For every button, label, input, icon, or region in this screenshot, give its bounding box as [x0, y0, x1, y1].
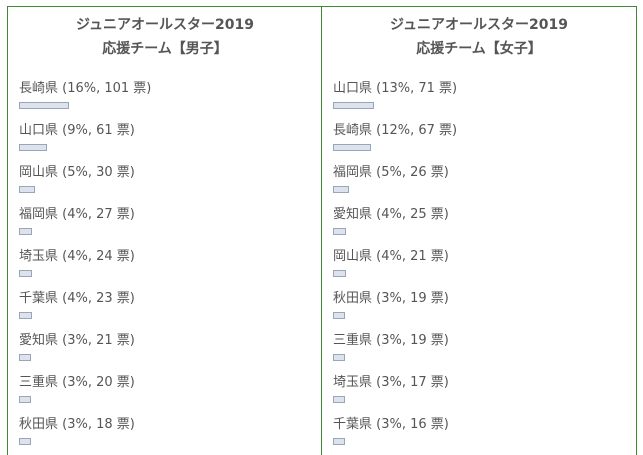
poll-result-item: 長崎県 (16%, 101 票): [19, 80, 151, 122]
poll-result-bar: [19, 270, 32, 277]
poll-result-label: 長崎県 (16%, 101 票): [19, 81, 152, 96]
poll-result-bar: [19, 102, 69, 109]
poll-result-bar: [333, 186, 349, 193]
poll-result-item: 山口県 (9%, 61 票): [19, 122, 151, 164]
poll-result-item: 福岡県 (5%, 26 票): [333, 164, 457, 206]
poll-result-label: 岡山県 (5%, 30 票): [19, 165, 135, 180]
poll-result-item: 愛知県 (4%, 25 票): [333, 206, 457, 248]
poll-result-item: 三重県 (3%, 20 票): [19, 374, 151, 416]
poll-title: ジュニアオールスター2019 応援チーム【女子】: [322, 13, 636, 61]
poll-result-bar: [19, 228, 32, 235]
poll-result-bar: [333, 144, 371, 151]
poll-title-line2: 応援チーム【男子】: [102, 41, 228, 57]
poll-result-label: 長崎県 (12%, 67 票): [333, 123, 458, 138]
poll-result-item: 三重県 (3%, 19 票): [333, 332, 457, 374]
poll-result-bar: [333, 102, 374, 109]
poll-results-list: 長崎県 (16%, 101 票) 山口県 (9%, 61 票) 岡山県 (5%,…: [19, 80, 151, 455]
poll-result-bar: [19, 438, 31, 445]
poll-result-label: 山口県 (9%, 61 票): [19, 123, 135, 138]
poll-result-label: 山口県 (13%, 71 票): [333, 81, 458, 96]
poll-result-label: 千葉県 (4%, 23 票): [19, 291, 135, 306]
poll-result-item: 秋田県 (3%, 18 票): [19, 416, 151, 455]
column-divider: [321, 6, 322, 455]
poll-result-label: 岡山県 (4%, 21 票): [333, 249, 449, 264]
poll-result-bar: [19, 354, 31, 361]
poll-result-bar: [333, 396, 345, 403]
poll-result-label: 埼玉県 (3%, 17 票): [333, 375, 449, 390]
poll-result-label: 千葉県 (3%, 16 票): [333, 417, 449, 432]
poll-result-item: 福岡県 (4%, 27 票): [19, 206, 151, 248]
poll-result-bar: [333, 312, 345, 319]
poll-result-item: 岡山県 (5%, 30 票): [19, 164, 151, 206]
poll-girls: ジュニアオールスター2019 応援チーム【女子】 山口県 (13%, 71 票)…: [322, 6, 636, 445]
poll-table-frame: [7, 6, 637, 455]
poll-result-label: 福岡県 (5%, 26 票): [333, 165, 449, 180]
poll-result-label: 三重県 (3%, 20 票): [19, 375, 135, 390]
poll-results-list: 山口県 (13%, 71 票) 長崎県 (12%, 67 票) 福岡県 (5%,…: [333, 80, 457, 455]
poll-result-bar: [19, 144, 47, 151]
poll-title-line2: 応援チーム【女子】: [416, 41, 542, 57]
poll-result-item: 千葉県 (3%, 16 票): [333, 416, 457, 455]
poll-result-item: 長崎県 (12%, 67 票): [333, 122, 457, 164]
poll-result-item: 埼玉県 (3%, 17 票): [333, 374, 457, 416]
poll-result-item: 秋田県 (3%, 19 票): [333, 290, 457, 332]
poll-result-bar: [333, 438, 345, 445]
poll-result-item: 岡山県 (4%, 21 票): [333, 248, 457, 290]
poll-result-bar: [333, 354, 345, 361]
poll-result-label: 秋田県 (3%, 18 票): [19, 417, 135, 432]
poll-result-bar: [333, 270, 346, 277]
poll-result-item: 山口県 (13%, 71 票): [333, 80, 457, 122]
poll-title-line1: ジュニアオールスター2019: [390, 17, 568, 33]
poll-result-label: 愛知県 (3%, 21 票): [19, 333, 135, 348]
poll-title-line1: ジュニアオールスター2019: [76, 17, 254, 33]
poll-boys: ジュニアオールスター2019 応援チーム【男子】 長崎県 (16%, 101 票…: [8, 6, 322, 445]
poll-title: ジュニアオールスター2019 応援チーム【男子】: [8, 13, 322, 61]
poll-result-bar: [19, 186, 35, 193]
poll-result-label: 愛知県 (4%, 25 票): [333, 207, 449, 222]
poll-result-bar: [19, 312, 32, 319]
poll-result-bar: [333, 228, 346, 235]
poll-result-item: 愛知県 (3%, 21 票): [19, 332, 151, 374]
poll-result-item: 埼玉県 (4%, 24 票): [19, 248, 151, 290]
poll-result-bar: [19, 396, 31, 403]
poll-result-item: 千葉県 (4%, 23 票): [19, 290, 151, 332]
poll-result-label: 埼玉県 (4%, 24 票): [19, 249, 135, 264]
poll-result-label: 福岡県 (4%, 27 票): [19, 207, 135, 222]
poll-result-label: 秋田県 (3%, 19 票): [333, 291, 449, 306]
poll-result-label: 三重県 (3%, 19 票): [333, 333, 449, 348]
